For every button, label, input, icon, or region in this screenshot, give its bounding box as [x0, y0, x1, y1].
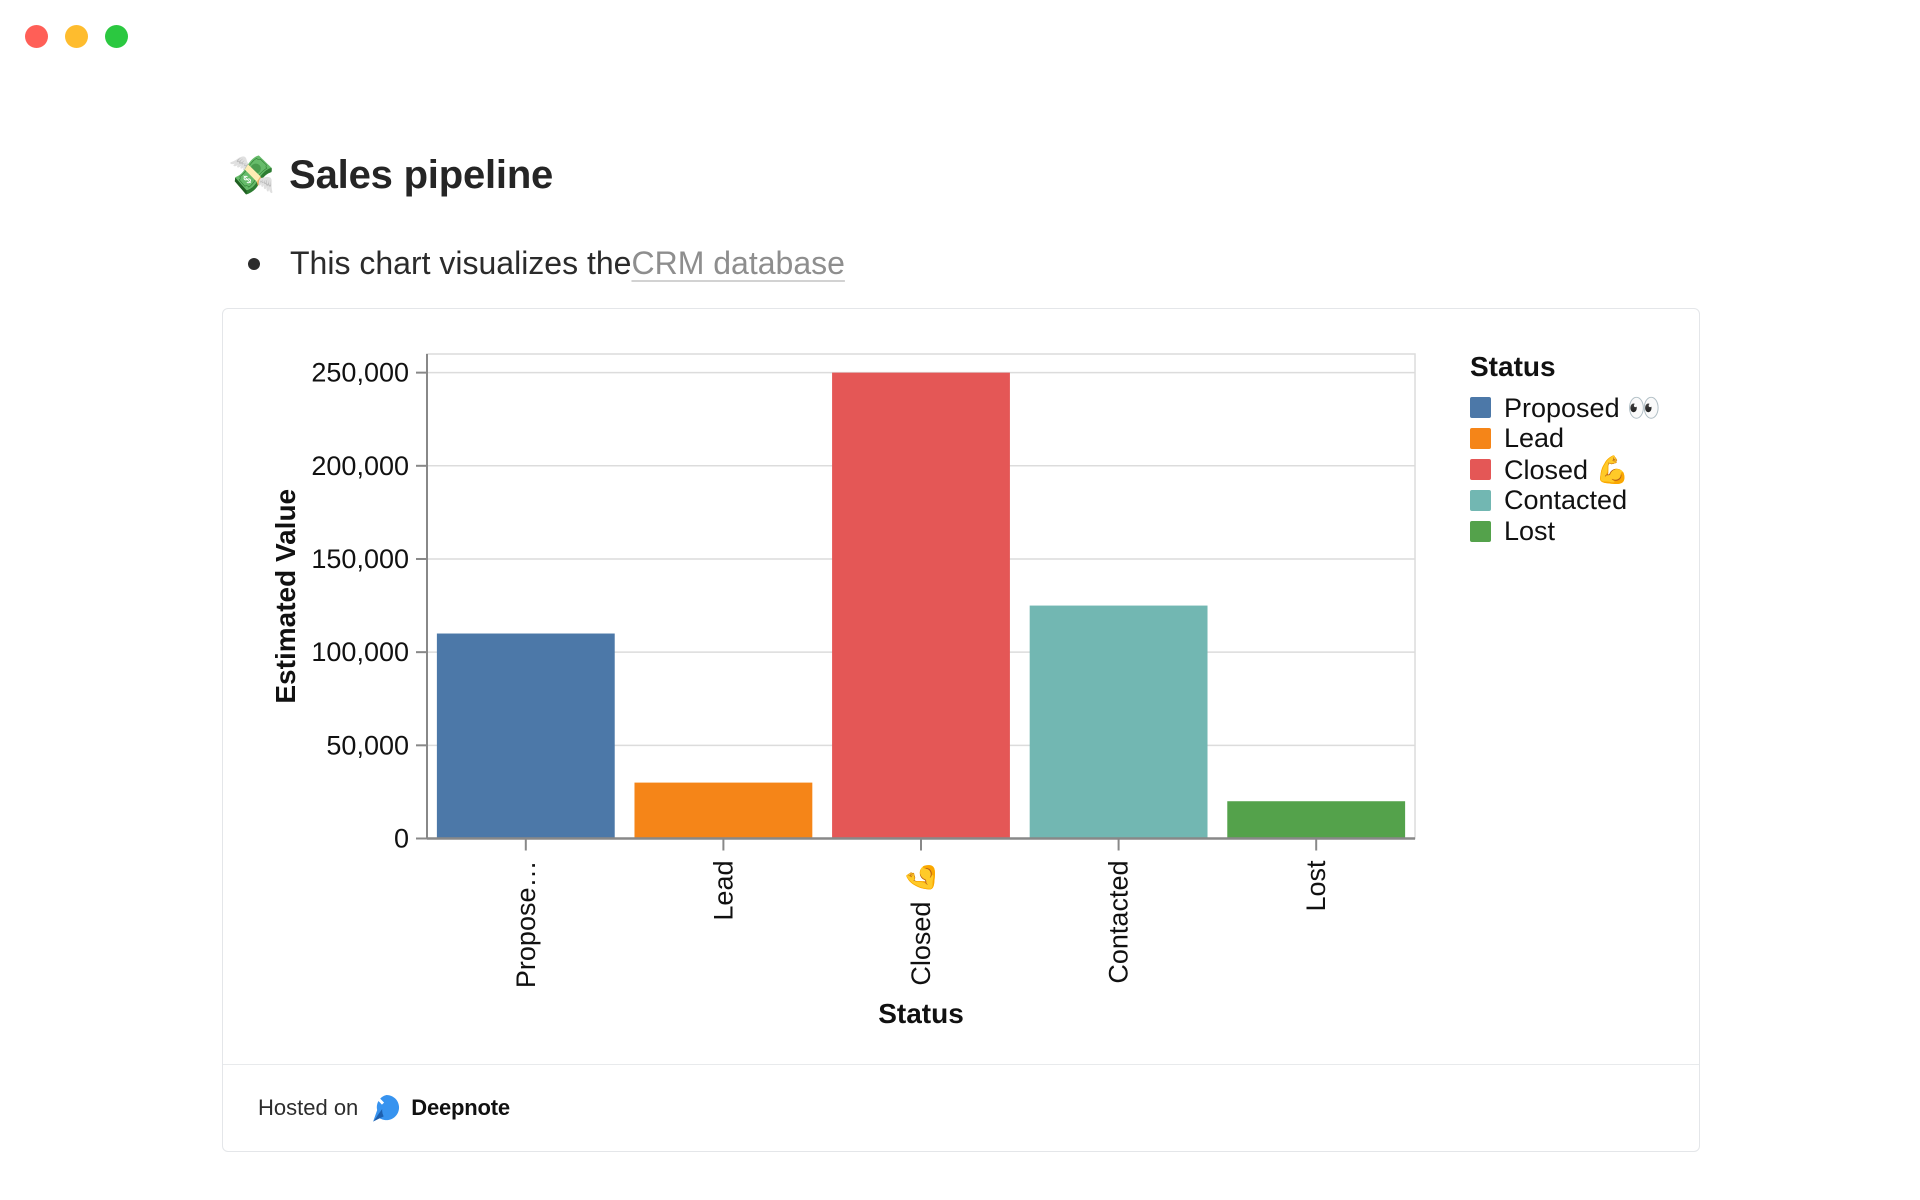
bar-4 [1029, 605, 1208, 839]
bullet-text: This chart visualizes the [290, 245, 632, 281]
legend-swatch-icon [1470, 459, 1491, 480]
deepnote-brand-text: Deepnote [411, 1095, 510, 1120]
x-tick-label: Lost [1301, 860, 1331, 912]
bar-5 [1227, 801, 1406, 839]
legend-swatch-icon [1470, 428, 1491, 449]
y-tick-label: 150,000 [311, 544, 409, 574]
zoom-window-button[interactable] [105, 25, 128, 48]
y-tick-label: 250,000 [311, 358, 409, 388]
x-axis-title: Status [878, 998, 964, 1029]
money-with-wings-icon: 💸 [228, 154, 276, 197]
page-title: 💸 Sales pipeline [228, 153, 553, 198]
legend-swatch-icon [1470, 521, 1491, 542]
card-footer: Hosted on Deepnote [223, 1064, 1699, 1151]
legend-label: Proposed 👀 [1504, 392, 1661, 423]
hosted-on-text: Hosted on [258, 1095, 359, 1120]
close-window-button[interactable] [25, 25, 48, 48]
legend-item: Lost [1470, 516, 1661, 546]
legend-item: Lead [1470, 423, 1661, 453]
legend-item: Closed 💪 [1470, 455, 1661, 485]
y-tick-label: 100,000 [311, 637, 409, 667]
chart-legend: Status Proposed 👀 Lead Closed 💪 Contacted Lo… [1470, 351, 1661, 550]
chart-card: 0 50,000 100,000 150,000 200,000 250,000 Propo… [222, 308, 1700, 1152]
y-tick-label: 200,000 [311, 451, 409, 481]
x-tick-label: Contacted [1104, 861, 1134, 984]
legend-swatch-icon [1470, 490, 1491, 511]
legend-label: Closed 💪 [1504, 454, 1630, 485]
bar-2 [634, 782, 813, 839]
window-controls [25, 25, 128, 48]
legend-item: Contacted [1470, 485, 1661, 515]
deepnote-footer-link[interactable]: Hosted on Deepnote [258, 1093, 510, 1124]
y-tick-label: 50,000 [326, 730, 409, 760]
bullet-item: This chart visualizes the CRM database [248, 245, 845, 282]
bar-3 [832, 372, 1010, 839]
y-axis-title: Estimated Value [270, 489, 301, 704]
legend-item: Proposed 👀 [1470, 393, 1661, 423]
x-tick-label: Lead [708, 861, 738, 921]
legend-label: Contacted [1504, 485, 1628, 515]
x-tick-label: Propose… [511, 861, 541, 989]
deepnote-logo-icon [373, 1094, 400, 1122]
page-title-text: Sales pipeline [289, 153, 554, 197]
bullet-icon [248, 257, 260, 270]
legend-label: Lost [1504, 516, 1556, 546]
y-tick-label: 0 [394, 824, 409, 854]
legend-label: Lead [1504, 423, 1565, 453]
chart-area: 0 50,000 100,000 150,000 200,000 250,000 Propo… [223, 309, 1699, 1064]
minimize-window-button[interactable] [65, 25, 88, 48]
legend-title: Status [1470, 351, 1556, 382]
bar-1 [436, 633, 615, 839]
bar-chart: 0 50,000 100,000 150,000 200,000 250,000 Propo… [270, 353, 1416, 1029]
crm-database-link[interactable]: CRM database [631, 245, 845, 281]
x-tick-label: Closed 💪 [905, 861, 936, 986]
legend-swatch-icon [1470, 397, 1491, 418]
